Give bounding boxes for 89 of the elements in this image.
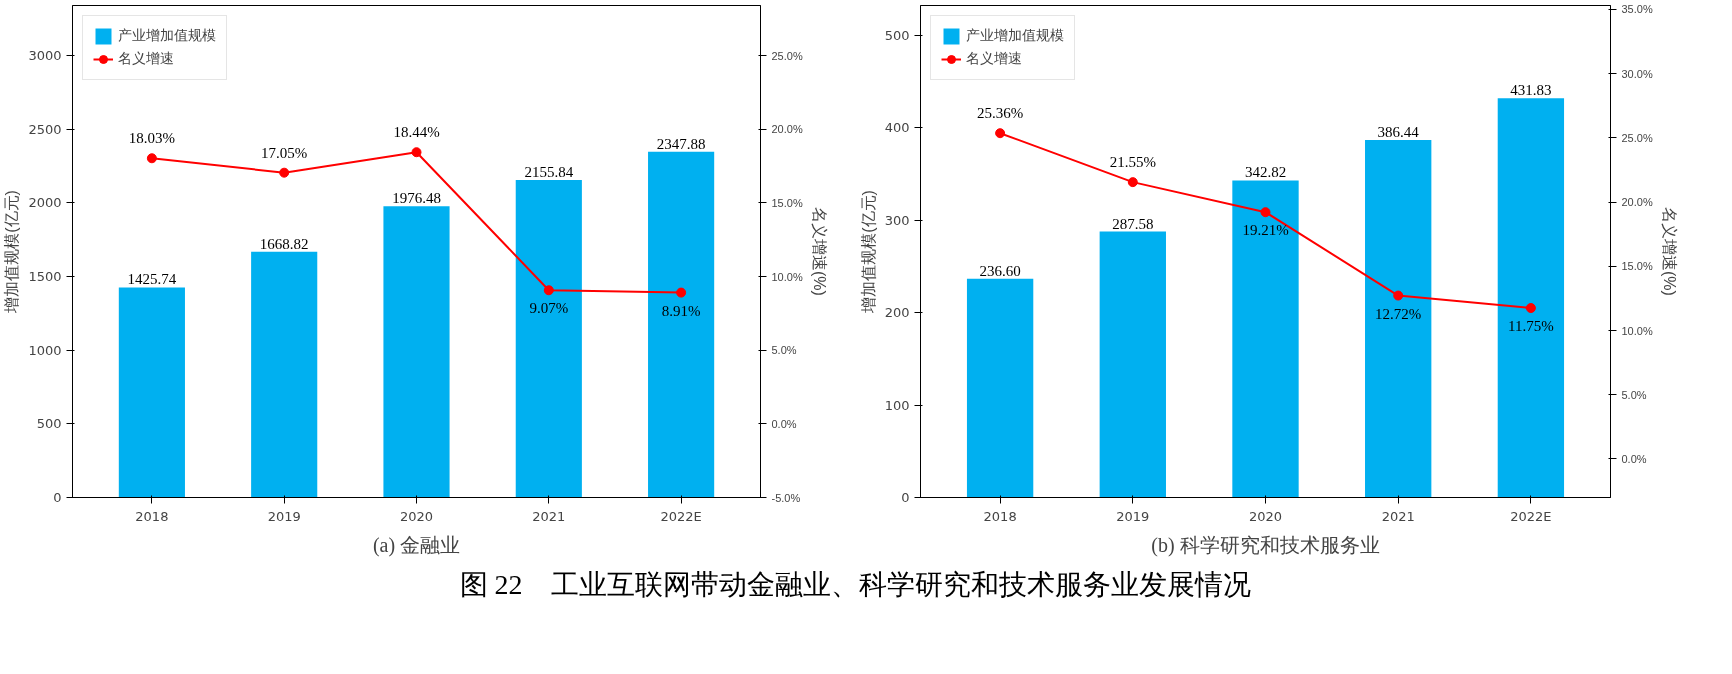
point xyxy=(279,167,290,178)
y2-tick-label: 35.0% xyxy=(1621,3,1653,16)
legend-label: 产业增加值规模 xyxy=(966,27,1064,45)
y2-tick-label: 0.0% xyxy=(771,417,797,430)
data-label: 19.21% xyxy=(1242,222,1289,239)
data-label: 9.07% xyxy=(529,300,569,317)
y-tick-label: 0 xyxy=(53,490,62,505)
point xyxy=(676,287,687,298)
y2-tick-label: 0.0% xyxy=(1621,452,1647,465)
bar xyxy=(383,206,450,498)
y-tick-label: 3000 xyxy=(28,48,62,64)
bar xyxy=(1232,180,1299,498)
x-tick-label: 2022E xyxy=(660,508,702,524)
point xyxy=(1127,177,1138,188)
y2-tick-label: 15.0% xyxy=(771,196,803,209)
y-tick-label: 200 xyxy=(884,305,910,321)
text: (a) 金融业 xyxy=(372,533,461,557)
legend-label: 名义增速 xyxy=(966,50,1022,68)
point xyxy=(1393,290,1404,301)
data-label: 236.60 xyxy=(979,262,1021,279)
y2-tick-label: 10.0% xyxy=(1621,324,1653,337)
bar xyxy=(1497,98,1565,498)
data-label: 1976.48 xyxy=(392,190,441,207)
x-tick-label: 2018 xyxy=(983,508,1017,524)
text: (b) 科学研究和技术服务业 xyxy=(1151,533,1380,557)
y2-tick-label: 5.0% xyxy=(1621,388,1647,401)
x-tick-label: 2020 xyxy=(399,508,434,524)
data-label: 431.83 xyxy=(1510,82,1552,99)
x-tick-label: 2020 xyxy=(1248,508,1283,524)
data-label: 287.58 xyxy=(1112,215,1154,232)
bar xyxy=(118,287,185,498)
data-label: 18.44% xyxy=(393,124,440,141)
y2-tick-label: 20.0% xyxy=(1621,196,1653,209)
data-label: 2347.88 xyxy=(656,135,706,152)
legend-label: 名义增速 xyxy=(118,50,174,68)
point xyxy=(543,285,554,296)
data-label: 18.03% xyxy=(128,130,176,147)
x-tick-label: 2021 xyxy=(532,508,566,524)
bar xyxy=(1099,231,1166,498)
data-label: 25.36% xyxy=(976,105,1024,122)
y2-tick-label: 25.0% xyxy=(771,49,803,62)
y-axis-title: 增加值规模(亿元) xyxy=(3,190,21,314)
y-tick-label: 0 xyxy=(901,490,910,505)
y-tick-label: 1000 xyxy=(28,342,62,358)
y-tick-label: 300 xyxy=(884,212,910,228)
data-label: 2155.84 xyxy=(524,163,574,180)
y-tick-label: 100 xyxy=(884,397,910,413)
bar xyxy=(1365,140,1432,498)
y2-tick-label: 15.0% xyxy=(1621,260,1653,273)
data-label: 11.75% xyxy=(1508,318,1554,335)
bar xyxy=(515,179,582,498)
y-tick-label: 1500 xyxy=(28,269,62,285)
x-tick-label: 2022E xyxy=(1510,508,1552,524)
y-tick-label: 2000 xyxy=(28,195,62,211)
y-tick-label: 500 xyxy=(884,27,910,43)
bar xyxy=(648,151,715,498)
y2-tick-label: 20.0% xyxy=(771,123,803,136)
data-label: 12.72% xyxy=(1375,305,1422,322)
data-label: 386.44 xyxy=(1377,124,1420,141)
x-tick-label: 2018 xyxy=(135,508,169,524)
y2-tick-label: 10.0% xyxy=(771,270,803,283)
y-axis-title: 增加值规模(亿元) xyxy=(859,190,877,314)
legend-label: 产业增加值规模 xyxy=(118,27,216,45)
data-label: 342.82 xyxy=(1244,164,1287,181)
point xyxy=(1260,207,1271,218)
data-label: 17.05% xyxy=(261,144,308,161)
bar xyxy=(251,251,318,498)
y2-axis-title: 名义增速(%) xyxy=(810,207,828,296)
y2-tick-label: 25.0% xyxy=(1621,131,1653,144)
data-label: 1425.74 xyxy=(127,271,177,288)
y2-axis-title: 名义增速(%) xyxy=(1660,207,1678,296)
point xyxy=(995,128,1006,139)
point xyxy=(146,153,157,164)
data-label: 8.91% xyxy=(661,302,701,319)
x-tick-label: 2021 xyxy=(1381,508,1415,524)
y-tick-label: 500 xyxy=(36,416,62,432)
y2-tick-label: 5.0% xyxy=(771,344,797,357)
data-label: 1668.82 xyxy=(259,235,309,252)
y2-tick-label: 30.0% xyxy=(1621,67,1653,80)
point xyxy=(1525,303,1536,314)
y2-tick-label: -5.0% xyxy=(771,491,801,504)
y-tick-label: 400 xyxy=(884,120,910,136)
y-tick-label: 2500 xyxy=(28,121,62,137)
x-tick-label: 2019 xyxy=(1116,508,1150,524)
point xyxy=(411,147,422,158)
data-label: 21.55% xyxy=(1109,154,1156,171)
x-tick-label: 2019 xyxy=(267,508,301,524)
caption: 图 22 工业互联网带动金融业、科学研究和技术服务业发展情况 xyxy=(459,568,1251,602)
bar xyxy=(966,278,1034,498)
